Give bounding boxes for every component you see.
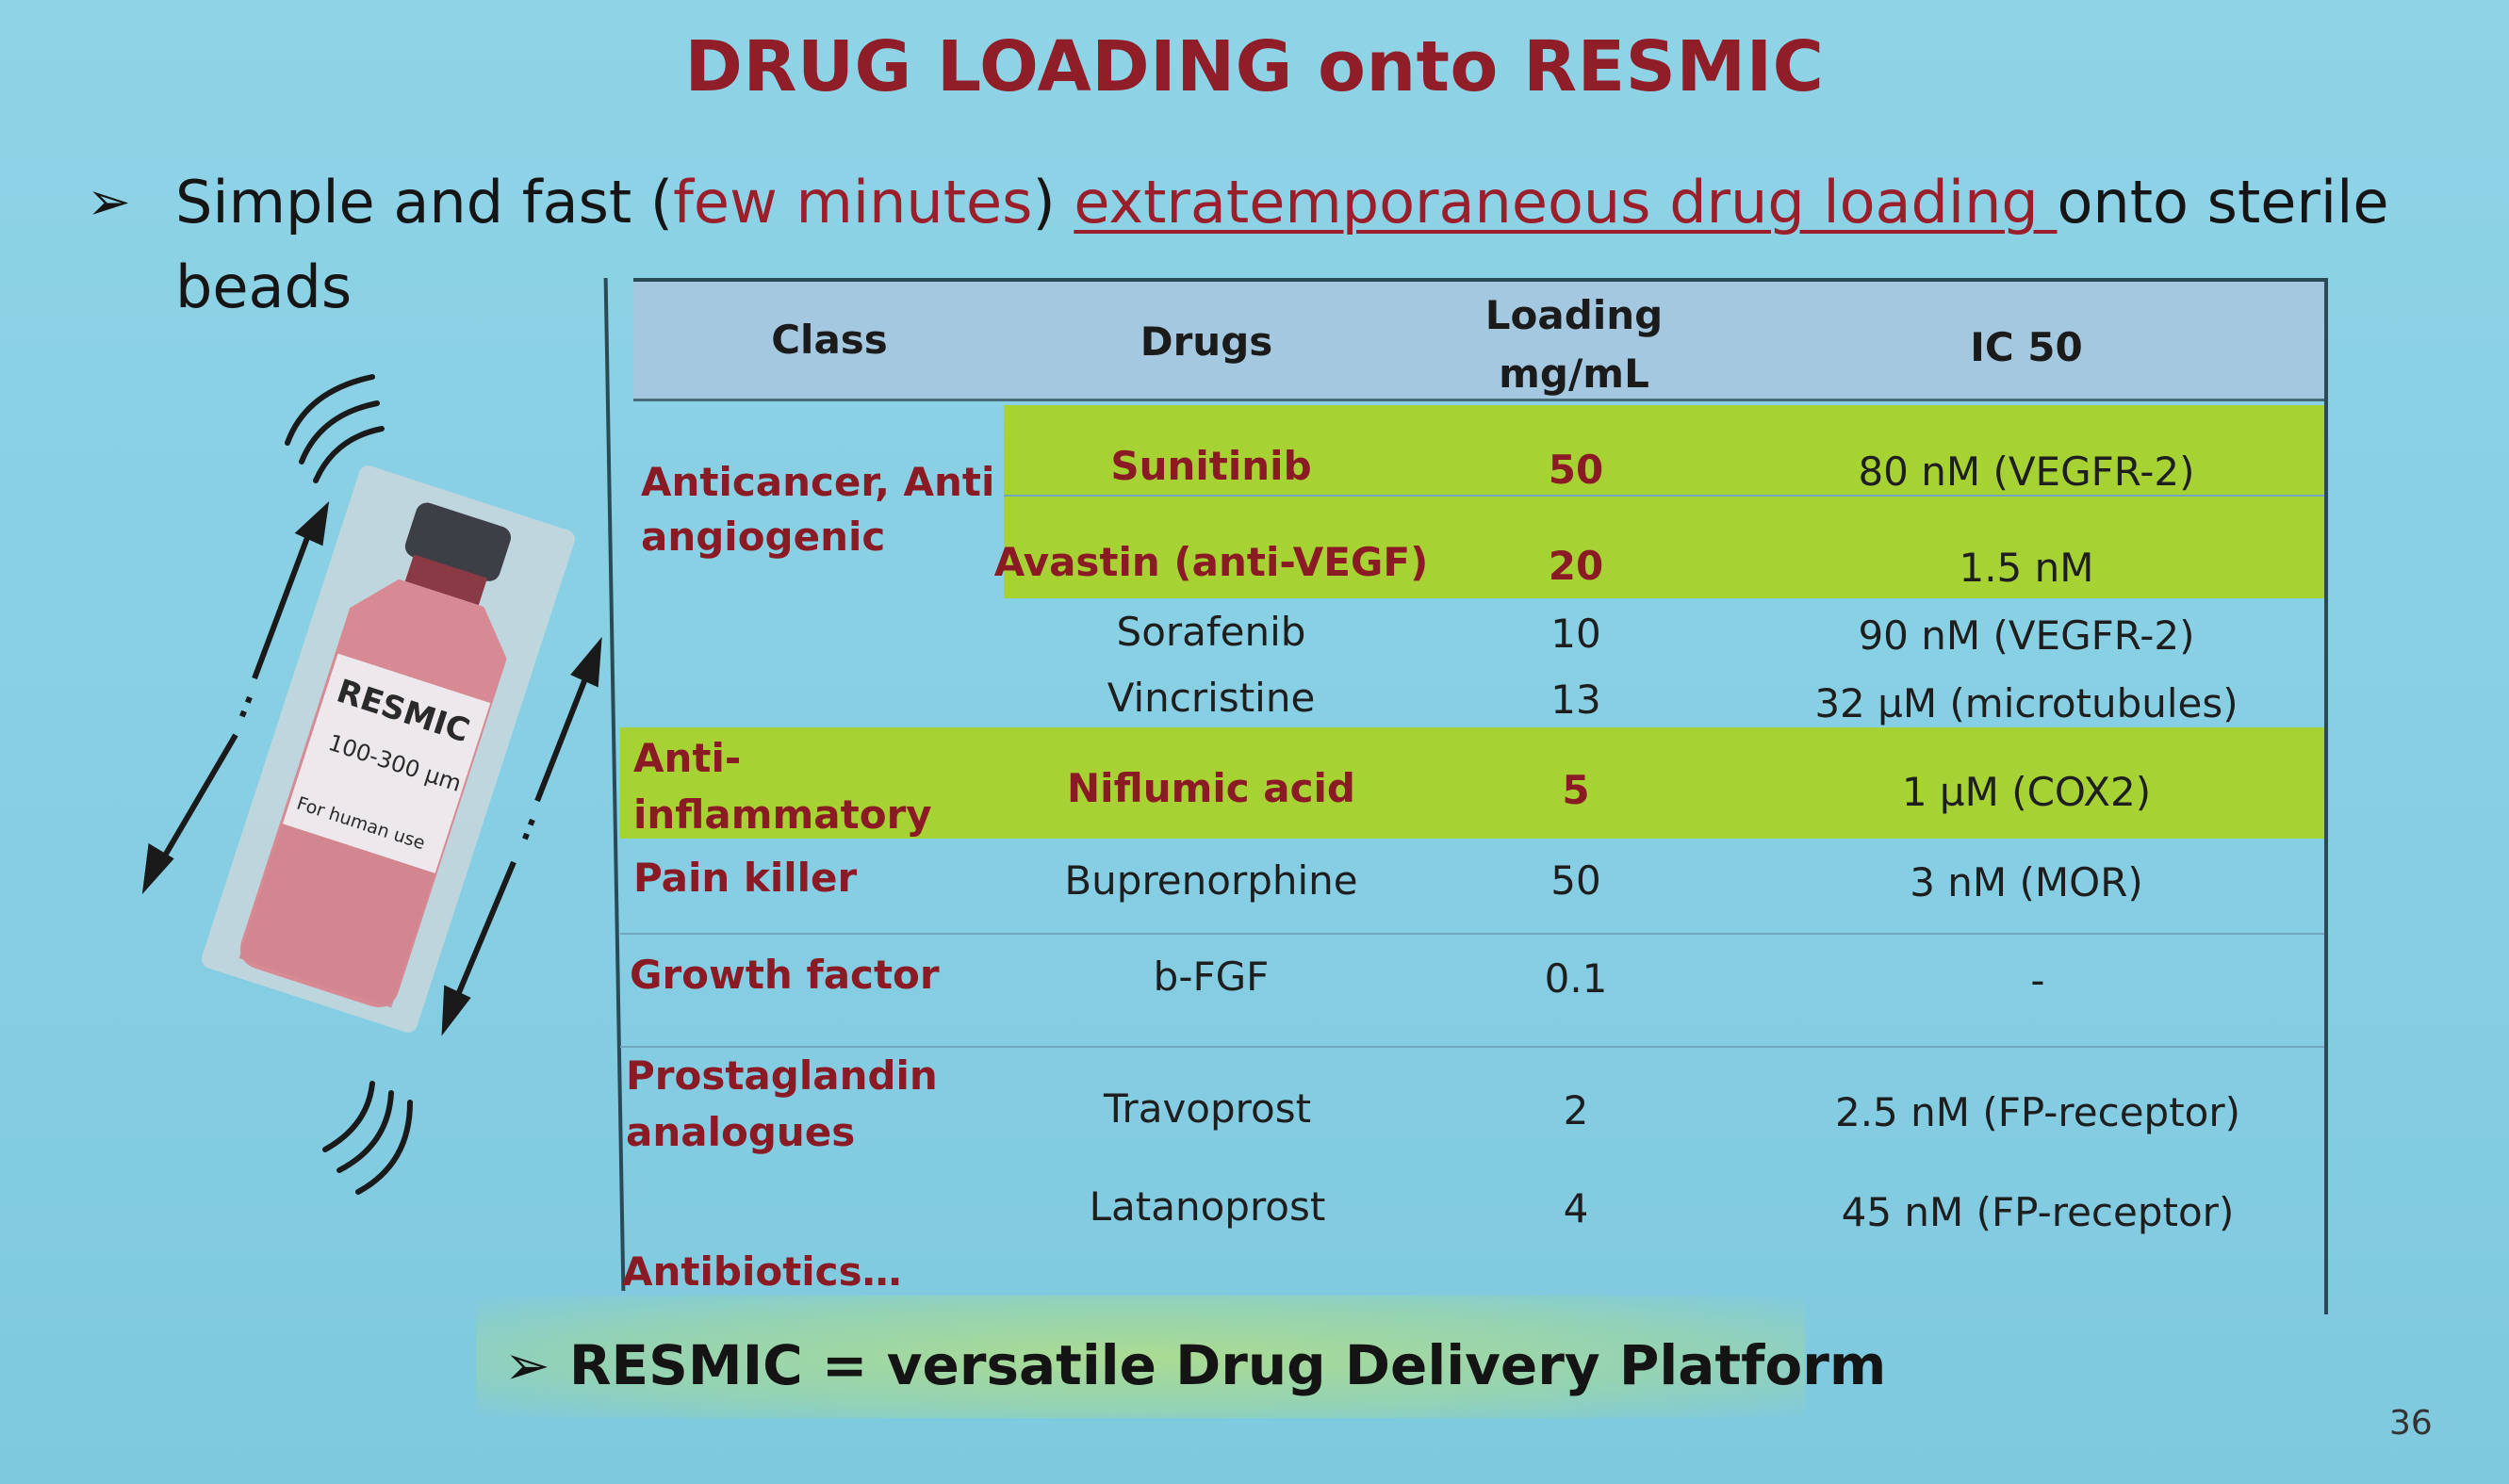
class-growth-factor: Growth factor	[630, 952, 940, 998]
class-pain-killer: Pain killer	[633, 855, 858, 901]
row-divider	[620, 1046, 2324, 1048]
highlight-anticancer-rows	[1004, 405, 2324, 598]
loading-cell: 5	[1562, 767, 1590, 813]
loading-cell: 0.1	[1544, 955, 1608, 1002]
loading-cell: 50	[1550, 857, 1601, 904]
row-divider	[620, 933, 2324, 935]
header-ic50: IC 50	[1970, 324, 2083, 370]
bullet-part-1: Simple and fast (	[175, 168, 674, 236]
shake-arrow-right-icon	[441, 636, 602, 1036]
motion-waves-top-icon	[285, 374, 385, 483]
shake-arrow-left-icon	[141, 501, 330, 895]
drug-cell: Avastin (anti-VEGF)	[993, 539, 1429, 585]
row-divider	[1004, 495, 2324, 497]
ic50-cell: 45 nM (FP-receptor)	[1841, 1189, 2235, 1235]
class-prostaglandin-line2: analogues	[626, 1109, 856, 1155]
table-border-right	[2324, 278, 2328, 1314]
bullet-part-6: beads	[175, 253, 353, 321]
resmic-vial-icon: RESMIC 100-300 µm For human use	[201, 465, 575, 1033]
bullet-part-2: few minutes	[673, 168, 1033, 236]
table-header-background	[633, 282, 2324, 400]
ic50-cell: -	[2030, 957, 2045, 1003]
table-border-top	[633, 278, 2326, 282]
drug-cell: Vincristine	[1107, 675, 1316, 721]
header-class: Class	[771, 317, 888, 363]
ic50-cell: 90 nM (VEGFR-2)	[1858, 612, 2195, 659]
loading-cell: 20	[1548, 543, 1604, 589]
page-number: 36	[2389, 1404, 2433, 1443]
vial-illustration: RESMIC 100-300 µm For human use	[141, 374, 602, 1195]
loading-cell: 10	[1550, 611, 1601, 657]
ic50-cell: 1 µM (COX2)	[1901, 769, 2152, 815]
class-antibiotics: Antibiotics…	[622, 1248, 902, 1295]
header-loading-2: mg/mL	[1499, 351, 1649, 397]
conclusion-text: ➢ RESMIC = versatile Drug Delivery Platf…	[504, 1333, 1886, 1397]
drug-cell: Sunitinib	[1110, 443, 1312, 489]
bullet-text: Simple and fast (few minutes) extratempo…	[175, 160, 2437, 330]
loading-cell: 50	[1548, 447, 1604, 493]
conclusion-label: RESMIC = versatile Drug Delivery Platfor…	[568, 1333, 1887, 1397]
loading-cell: 2	[1563, 1087, 1589, 1133]
bullet-part-5: onto sterile	[2057, 168, 2389, 236]
header-drugs: Drugs	[1140, 318, 1273, 365]
loading-cell: 4	[1563, 1185, 1589, 1231]
ic50-cell: 3 nM (MOR)	[1910, 859, 2143, 905]
slide-title: DRUG LOADING onto RESMIC	[684, 26, 1825, 107]
drug-cell: Niflumic acid	[1067, 765, 1355, 811]
drug-cell: Buprenorphine	[1064, 857, 1358, 904]
class-anticancer-line1: Anticancer, Anti	[641, 459, 995, 505]
ic50-cell: 32 µM (microtubules)	[1814, 680, 2238, 726]
ic50-cell: 1.5 nM	[1959, 545, 2094, 591]
drug-cell: Latanoprost	[1089, 1183, 1326, 1230]
ic50-cell: 80 nM (VEGFR-2)	[1858, 448, 2195, 495]
bullet-part-3: )	[1032, 168, 1074, 236]
conclusion-highlight	[476, 1296, 1805, 1418]
loading-cell: 13	[1550, 677, 1601, 723]
table-header-divider	[633, 399, 2324, 401]
header-loading-1: Loading	[1484, 292, 1664, 338]
bullet-arrow-icon: ➢	[87, 171, 131, 233]
conclusion-arrow-icon: ➢	[504, 1333, 550, 1397]
motion-waves-bottom-icon	[322, 1081, 413, 1195]
drug-cell: Sorafenib	[1116, 609, 1306, 655]
class-prostaglandin-line1: Prostaglandin	[626, 1052, 938, 1099]
bullet-part-4: extratemporaneous drug loading	[1074, 168, 2058, 236]
ic50-cell: 2.5 nM (FP-receptor)	[1834, 1089, 2241, 1135]
drug-cell: b-FGF	[1153, 954, 1270, 1000]
class-antiinflammatory-line1: Anti-	[633, 735, 742, 781]
class-anticancer-line2: angiogenic	[641, 514, 886, 560]
class-antiinflammatory-line2: inflammatory	[633, 791, 932, 838]
highlight-antiinflammatory-row	[620, 727, 2324, 839]
drug-cell: Travoprost	[1103, 1085, 1312, 1132]
